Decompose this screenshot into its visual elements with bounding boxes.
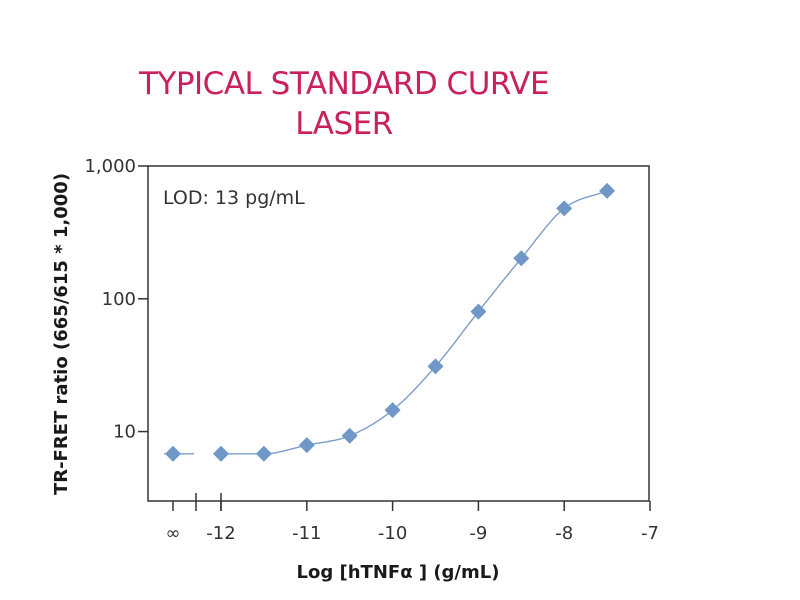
- data-point-marker: [341, 427, 358, 444]
- x-axis-title: Log [hTNFα ] (g/mL): [297, 562, 500, 583]
- y-tick-label: 100: [102, 289, 136, 310]
- y-axis-ticks: 10 100 1,000: [84, 156, 148, 443]
- lod-annotation: LOD: 13 pg/mL: [163, 187, 305, 209]
- chart-title-line-1: TYPICAL STANDARD CURVE: [138, 66, 550, 102]
- x-tick-label: -8: [555, 523, 573, 544]
- y-tick-label: 10: [113, 422, 136, 443]
- x-tick-label: -10: [378, 523, 407, 544]
- fitted-curve: [221, 190, 608, 455]
- x-tick-label: -9: [469, 523, 487, 544]
- data-point-marker: [384, 402, 401, 419]
- data-point-marker: [599, 182, 616, 199]
- x-tick-label: -11: [292, 523, 321, 544]
- data-point-marker: [165, 445, 181, 462]
- chart-title-line-2: LASER: [295, 106, 393, 142]
- x-tick-label: -12: [206, 523, 235, 544]
- y-tick-label: 1,000: [84, 156, 136, 177]
- data-point-marker: [213, 445, 229, 462]
- y-axis-title: TR-FRET ratio (665/615 * 1,000): [51, 173, 72, 495]
- x-tick-label: -7: [641, 523, 659, 544]
- data-point-marker: [427, 358, 444, 375]
- data-point-marker: [298, 437, 315, 454]
- data-point-marker: [556, 200, 573, 217]
- data-point-marker: [470, 303, 487, 320]
- data-point-marker: [513, 250, 530, 267]
- plot-frame: [147, 165, 650, 502]
- data-markers: [165, 182, 616, 462]
- x-tick-label: ∞: [166, 523, 181, 544]
- data-point-marker: [255, 445, 272, 462]
- x-axis-ticks: ∞ -12 -11 -10 -9 -8 -7: [166, 493, 659, 544]
